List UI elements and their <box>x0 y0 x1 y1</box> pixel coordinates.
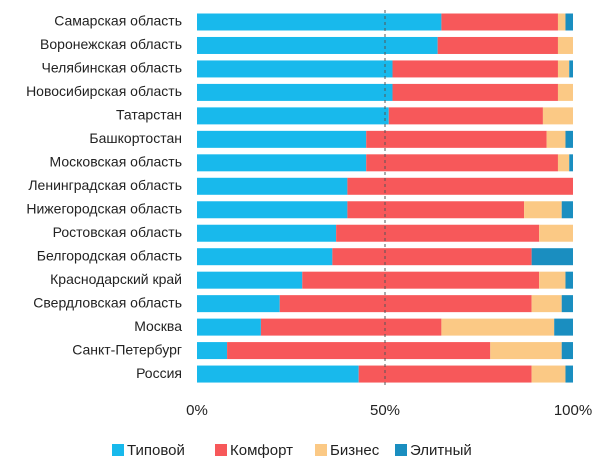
y-tick-label: Самарская область <box>54 13 182 29</box>
y-tick-label: Белгородская область <box>37 247 182 263</box>
bar-segment <box>557 154 570 172</box>
bar-segment <box>279 295 532 313</box>
bar-segment <box>197 36 438 54</box>
bar-segment <box>347 177 573 195</box>
bar-segment <box>392 60 558 78</box>
y-tick-label: Ростовская область <box>53 224 182 240</box>
bar-segment <box>531 365 566 383</box>
bar-segment <box>358 365 532 383</box>
bar-segment <box>336 224 540 242</box>
y-tick-label: Московская область <box>50 154 182 170</box>
y-tick-label: Краснодарский край <box>50 271 182 287</box>
bar-segment <box>557 60 570 78</box>
bar-segment <box>561 342 573 360</box>
legend-label: Типовой <box>127 442 185 459</box>
bar-segment <box>197 271 303 289</box>
bar-segment <box>197 342 228 360</box>
legend-swatch <box>315 444 327 456</box>
bar-segment <box>569 60 573 78</box>
bar-segment <box>539 271 566 289</box>
bar-segment <box>347 201 525 219</box>
bar-segment <box>569 154 573 172</box>
bar-segment <box>366 154 558 172</box>
bar-segment <box>197 224 337 242</box>
bar-segment <box>197 83 393 101</box>
legend-swatch <box>395 444 407 456</box>
bar-segment <box>197 130 367 148</box>
bar-segment <box>490 342 562 360</box>
y-tick-label: Нижегородская область <box>26 200 182 216</box>
y-tick-label: Санкт-Петербург <box>72 341 182 357</box>
bar-segment <box>197 177 348 195</box>
x-tick-label: 100% <box>554 402 592 419</box>
bar-segment <box>366 130 547 148</box>
bar-segment <box>332 248 532 266</box>
y-tick-label: Челябинская область <box>42 60 183 76</box>
legend-swatch <box>112 444 124 456</box>
bar-segment <box>539 224 573 242</box>
bar-segment <box>197 60 393 78</box>
bar-segment <box>546 130 566 148</box>
bar-segment <box>392 83 558 101</box>
bar-segment <box>227 342 491 360</box>
bar-segment <box>531 248 573 266</box>
bar-segment <box>302 271 540 289</box>
bar-segment <box>565 365 573 383</box>
bar-segment <box>441 13 558 31</box>
bar-segment <box>197 318 261 336</box>
bar-segment <box>388 107 543 125</box>
bar-segment <box>197 154 367 172</box>
legend-label: Комфорт <box>230 442 293 459</box>
y-tick-label: Свердловская область <box>33 294 182 310</box>
legend-swatch <box>215 444 227 456</box>
bar-segment <box>565 271 573 289</box>
bar-segment <box>542 107 573 125</box>
y-tick-label: Россия <box>136 365 182 381</box>
bar-segment <box>197 107 389 125</box>
bar-segment <box>197 295 280 313</box>
y-tick-label: Татарстан <box>116 107 182 123</box>
bar-segment <box>557 36 573 54</box>
bar-segment <box>197 201 348 219</box>
bar-segment <box>554 318 573 336</box>
bar-segment <box>197 13 442 31</box>
bar-segment <box>561 201 573 219</box>
bar-segment <box>524 201 562 219</box>
bar-segment <box>437 36 558 54</box>
bar-segment <box>260 318 442 336</box>
bar-segment <box>441 318 555 336</box>
bar-segment <box>565 13 573 31</box>
legend-label: Бизнес <box>330 442 380 459</box>
bar-segment <box>561 295 573 313</box>
bar-segment <box>557 13 566 31</box>
y-tick-label: Москва <box>134 318 182 334</box>
y-tick-label: Новосибирская область <box>26 83 182 99</box>
bar-segment <box>557 83 573 101</box>
y-tick-label: Ленинградская область <box>28 177 182 193</box>
legend-label: Элитный <box>410 442 472 459</box>
y-tick-label: Воронежская область <box>40 36 182 52</box>
x-tick-label: 0% <box>186 402 208 419</box>
bar-segment <box>531 295 562 313</box>
bar-segment <box>197 248 333 266</box>
x-tick-label: 50% <box>370 402 400 419</box>
y-tick-label: Башкортостан <box>89 130 182 146</box>
bar-segment <box>565 130 573 148</box>
bar-segment <box>197 365 359 383</box>
